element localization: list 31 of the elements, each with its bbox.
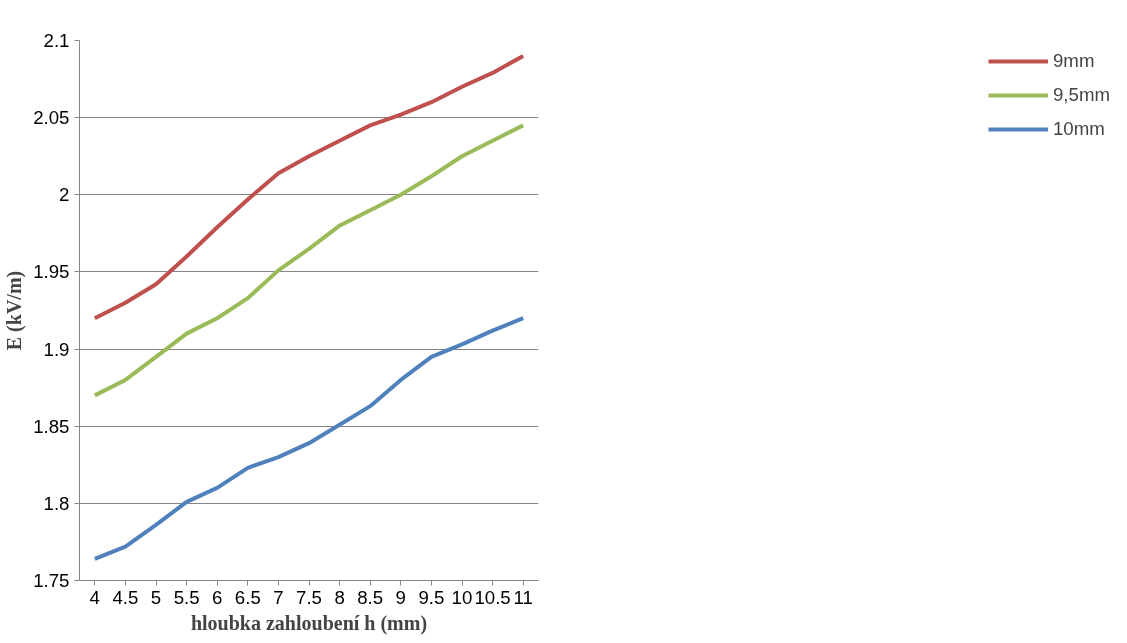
x-tick-label: 6 bbox=[212, 586, 223, 608]
y-tick-label: 2.05 bbox=[33, 107, 70, 129]
y-tick-label: 1.75 bbox=[33, 570, 70, 591]
line-series bbox=[92, 316, 526, 561]
x-tick-label: 7 bbox=[273, 586, 284, 608]
x-tick-label: 6.5 bbox=[234, 586, 261, 608]
y-tick-label: 1.9 bbox=[43, 338, 70, 360]
legend-label: 9mm bbox=[1052, 50, 1095, 72]
y-axis-title: E (kV/m) bbox=[3, 270, 27, 351]
y-tick-label: 1.85 bbox=[33, 415, 70, 437]
x-tick-label: 9.5 bbox=[418, 586, 445, 608]
y-tick-label: 1.95 bbox=[33, 261, 70, 283]
y-tick-label: 2.1 bbox=[43, 30, 70, 51]
x-axis-title: hloubka zahloubení h (mm) bbox=[190, 611, 428, 635]
x-tick-label: 8 bbox=[334, 586, 345, 608]
x-tick-label: 10.5 bbox=[474, 586, 511, 608]
x-tick-label: 11 bbox=[513, 586, 533, 608]
x-tick-label: 4 bbox=[89, 586, 100, 608]
x-tick-label: 7.5 bbox=[296, 586, 322, 608]
x-tick-label: 9 bbox=[395, 586, 406, 608]
y-tick-label: 2 bbox=[59, 184, 70, 206]
x-tick-label: 8.5 bbox=[357, 586, 384, 608]
y-tick-label: 1.8 bbox=[43, 492, 70, 514]
legend-label: 10mm bbox=[1052, 118, 1105, 140]
x-tick-label: 5 bbox=[150, 586, 162, 608]
x-tick-label: 5.5 bbox=[173, 586, 200, 608]
x-tick-label: 10 bbox=[451, 586, 473, 608]
legend-label: 9,5mm bbox=[1052, 84, 1110, 106]
line-series bbox=[92, 123, 526, 398]
line-series bbox=[92, 53, 526, 321]
x-tick-label: 4.5 bbox=[112, 586, 139, 608]
